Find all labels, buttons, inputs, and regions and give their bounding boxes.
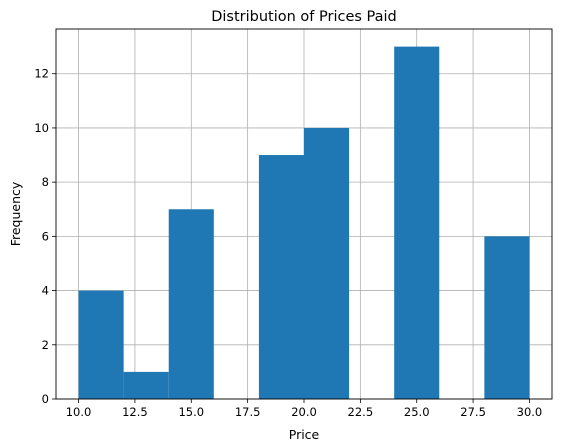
chart-title: Distribution of Prices Paid	[211, 9, 397, 25]
x-tick-label: 17.5	[235, 405, 261, 419]
y-tick-label: 0	[42, 392, 49, 406]
histogram-bar	[168, 209, 214, 399]
x-tick-label: 22.5	[348, 405, 374, 419]
x-tick-label: 30.0	[517, 405, 543, 419]
x-tick-label: 20.0	[291, 405, 317, 419]
x-tick-label: 12.5	[122, 405, 148, 419]
y-tick-label: 6	[42, 229, 49, 243]
bars-layer	[78, 46, 530, 399]
y-tick-label: 12	[34, 67, 49, 81]
histogram-bar	[394, 46, 440, 399]
x-tick-label: 25.0	[404, 405, 430, 419]
y-tick-label: 8	[42, 175, 49, 189]
histogram-bar	[484, 236, 530, 399]
y-axis-label: Frequency	[8, 181, 23, 246]
x-axis-label: Price	[289, 427, 320, 442]
x-tick-label: 15.0	[178, 405, 204, 419]
histogram-bar	[78, 290, 124, 399]
x-tick-label: 27.5	[460, 405, 486, 419]
y-tick-label: 2	[42, 338, 49, 352]
x-tick-label: 10.0	[66, 405, 92, 419]
ticks-layer: 10.0 12.5 15.0 17.5 20.0 22.5 25.0 27.5 30.0 0 2 4 6…	[34, 67, 542, 419]
histogram-bar	[258, 155, 304, 399]
histogram-bar	[304, 127, 350, 399]
y-tick-label: 10	[34, 121, 49, 135]
y-tick-label: 4	[42, 284, 49, 298]
histogram-bar	[123, 371, 169, 399]
